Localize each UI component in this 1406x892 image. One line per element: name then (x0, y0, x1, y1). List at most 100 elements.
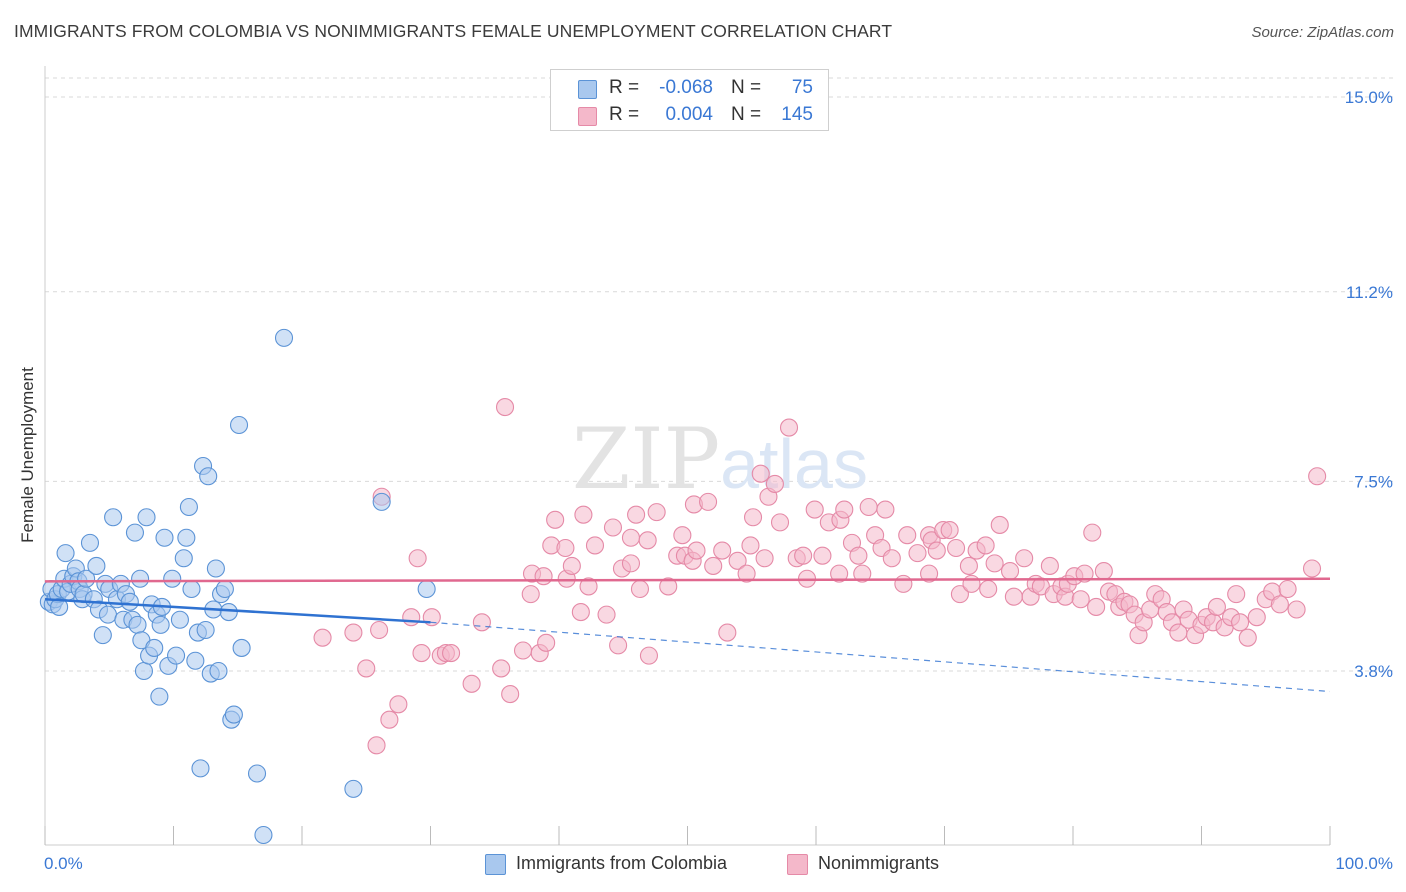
legend-label: Nonimmigrants (818, 853, 940, 873)
colombia-point (128, 615, 147, 634)
colombia-point (167, 646, 186, 665)
nonimmigrants-point (630, 579, 650, 599)
nonimmigrants-point (609, 636, 628, 655)
colombia-point (80, 533, 100, 552)
colombia-point (182, 579, 201, 599)
nonimmigrants-point (908, 544, 927, 563)
nonimmigrants-point (501, 685, 520, 704)
nonimmigrants-point (894, 574, 913, 593)
nonimmigrants-point (743, 508, 763, 527)
colombia-point (163, 569, 182, 588)
nonimmigrants-point (659, 577, 678, 596)
colombia-point (98, 605, 118, 624)
nonimmigrants-point (751, 464, 770, 483)
colombia-point (209, 661, 228, 681)
nonimmigrants-point (556, 538, 575, 558)
nonimmigrants-point (805, 500, 824, 519)
nonimmigrants-point (990, 515, 1009, 534)
nonimmigrants-point (882, 549, 901, 568)
nonimmigrants-point (1083, 523, 1102, 542)
nonimmigrants-point (755, 549, 774, 568)
nonimmigrants-point (835, 500, 854, 519)
colombia-point (274, 328, 294, 347)
nonimmigrants-point (412, 644, 431, 663)
colombia-point (151, 615, 170, 634)
nonimmigrants-point (442, 644, 461, 663)
colombia-point (372, 492, 391, 511)
nonimmigrants-point (1231, 613, 1250, 632)
colombia-point (131, 569, 150, 588)
colombia-point (179, 497, 198, 517)
nonimmigrants-point (673, 526, 692, 545)
nonimmigrants-point (1308, 467, 1327, 486)
colombia-point (224, 705, 243, 724)
colombia-trend-extension (430, 621, 1331, 693)
nonimmigrants-point (513, 641, 533, 660)
colombia-point (50, 597, 69, 616)
nonimmigrants-point (1227, 585, 1246, 604)
nonimmigrants-point (979, 579, 998, 599)
tick-labels: 3.8% 7.5% 11.2% 15.0% 0.0% 100.0% (44, 88, 1393, 873)
axes (44, 66, 1331, 846)
colombia-point (177, 528, 196, 547)
y-tick-label: 7.5% (1354, 472, 1393, 491)
nonimmigrants-point (849, 546, 868, 565)
nonimmigrants-point (621, 528, 641, 547)
colombia-point (150, 687, 169, 706)
trend-lines (44, 577, 1331, 693)
nonimmigrants-point (687, 541, 706, 560)
nonimmigrants-point (1207, 597, 1226, 616)
colombia-point (229, 415, 249, 435)
nonimmigrants-point (853, 564, 872, 583)
nonimmigrants-point (962, 574, 981, 593)
legend-label: Immigrants from Colombia (516, 853, 728, 873)
nonimmigrants-point (1071, 590, 1090, 609)
colombia-point (77, 569, 96, 588)
n-value: 75 (791, 77, 813, 98)
colombia-point (247, 764, 267, 783)
nonimmigrants-point (370, 620, 389, 640)
colombia-point (170, 610, 189, 629)
x-tick-label: 0.0% (44, 854, 83, 873)
nonimmigrants-point (859, 497, 878, 517)
r-value: -0.068 (659, 77, 713, 98)
n-label: N = (731, 77, 762, 98)
watermark: ZIPatlas (572, 410, 868, 508)
nonimmigrants-point (380, 710, 399, 729)
n-label: N = (731, 104, 762, 125)
nonimmigrants-point (976, 536, 995, 555)
colombia-point (87, 556, 106, 575)
nonimmigrants-point (571, 603, 590, 622)
colombia-trend-line (44, 598, 431, 624)
nonimmigrants-legend-swatch (787, 854, 808, 875)
nonimmigrants-point (898, 526, 917, 545)
nonimmigrants-point (647, 503, 666, 522)
nonimmigrants-point (534, 567, 553, 586)
colombia-swatch (578, 80, 597, 99)
nonimmigrants-point (597, 605, 616, 624)
nonimmigrants-point (950, 585, 969, 604)
watermark-zip: ZIP (572, 410, 720, 508)
nonimmigrants-point (462, 674, 481, 693)
nonimmigrants-point (1075, 564, 1094, 583)
colombia-point (206, 559, 225, 578)
colombia-point (56, 544, 75, 563)
nonimmigrants-points (313, 398, 1327, 755)
colombia-point (137, 508, 156, 527)
nonimmigrants-point (985, 554, 1004, 573)
nonimmigrants-point (704, 556, 723, 575)
nonimmigrants-point (389, 695, 408, 714)
nonimmigrants-point (313, 628, 332, 647)
colombia-point (120, 592, 139, 611)
colombia-point (232, 638, 251, 657)
nonimmigrants-point (794, 546, 813, 565)
colombia-point (199, 467, 218, 486)
nonimmigrants-point (402, 608, 421, 627)
watermark-atlas: atlas (720, 425, 868, 503)
nonimmigrants-point (627, 505, 646, 524)
colombia-point (145, 638, 164, 657)
nonimmigrants-point (579, 577, 598, 596)
nonimmigrants-point (1238, 628, 1257, 647)
nonimmigrants-point (1247, 608, 1266, 627)
nonimmigrants-point (357, 659, 376, 678)
